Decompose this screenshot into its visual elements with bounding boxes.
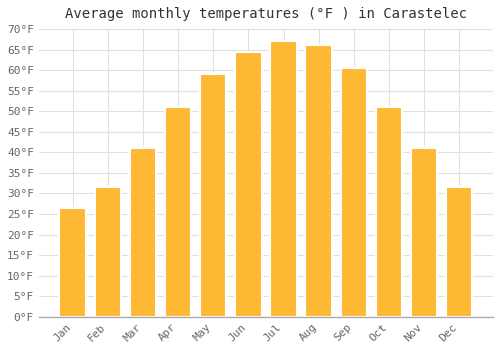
Bar <box>340 68 367 317</box>
Bar <box>306 46 332 317</box>
Bar <box>446 187 472 317</box>
Bar <box>376 107 402 317</box>
Bar <box>165 107 191 317</box>
Bar <box>94 187 121 317</box>
Bar <box>270 41 296 317</box>
Bar <box>235 52 262 317</box>
Bar <box>60 208 86 317</box>
Title: Average monthly temperatures (°F ) in Carastelec: Average monthly temperatures (°F ) in Ca… <box>65 7 467 21</box>
Bar <box>200 74 226 317</box>
Bar <box>411 148 438 317</box>
Bar <box>130 148 156 317</box>
